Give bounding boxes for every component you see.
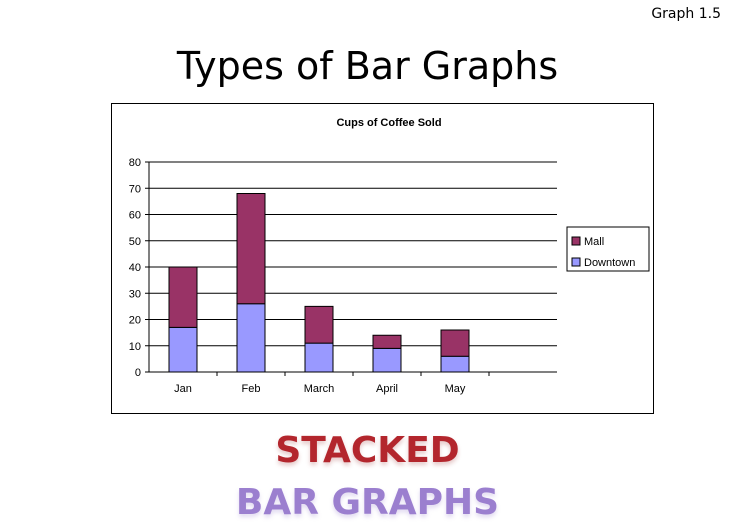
slide-title: Types of Bar Graphs xyxy=(176,44,559,88)
legend-swatch-mall xyxy=(571,236,581,246)
legend-swatch-downtown xyxy=(571,257,581,267)
bar-downtown-april xyxy=(372,347,402,373)
y-tick-label: 80 xyxy=(129,157,141,169)
chart-container: Cups of Coffee Sold 0 10 20 30 40 50 60 70 80 Jan F… xyxy=(111,103,654,414)
x-tick-label: May xyxy=(445,383,466,395)
legend-label-downtown: Downtown xyxy=(584,257,635,269)
chart-title: Cups of Coffee Sold xyxy=(336,117,441,129)
bar-downtown-may xyxy=(440,355,470,373)
x-tick-label: Feb xyxy=(242,383,261,395)
y-tick-label: 40 xyxy=(129,262,141,274)
bar-mall-feb xyxy=(236,193,266,305)
bar-mall-jan xyxy=(168,266,198,328)
bar-downtown-feb xyxy=(236,303,266,373)
bar-mall-march xyxy=(304,305,334,344)
legend-box xyxy=(566,226,650,272)
stacked-bar-chart: Cups of Coffee Sold 0 10 20 30 40 50 60 70 80 Jan F… xyxy=(129,117,650,395)
y-tick-label: 0 xyxy=(135,367,141,379)
y-tick-label: 30 xyxy=(129,288,141,300)
bar-mall-april xyxy=(372,334,402,349)
bar-mall-may xyxy=(440,329,470,357)
y-tick-label: 60 xyxy=(129,210,141,222)
x-tick-label: Jan xyxy=(174,383,192,395)
y-tick-label: 50 xyxy=(129,236,141,248)
y-tick-label: 70 xyxy=(129,183,141,195)
y-tick-label: 20 xyxy=(129,315,141,327)
caption-stacked: STACKED xyxy=(275,430,460,471)
caption-bar-graphs: BAR GRAPHS xyxy=(235,482,500,523)
y-tick-label: 10 xyxy=(129,341,141,353)
legend-label-mall: Mall xyxy=(584,236,604,248)
bar-downtown-march xyxy=(304,342,334,373)
graph-number-label: Graph 1.5 xyxy=(651,6,721,22)
x-tick-label: March xyxy=(304,383,335,395)
x-tick-label: April xyxy=(376,383,398,395)
bar-downtown-jan xyxy=(168,326,198,373)
